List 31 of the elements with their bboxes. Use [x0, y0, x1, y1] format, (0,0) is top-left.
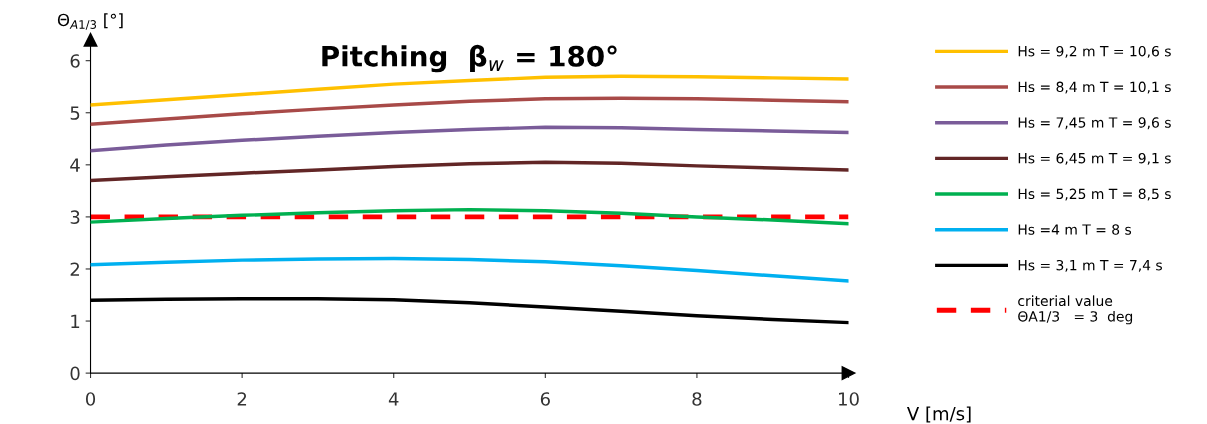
line-series [90, 207, 849, 226]
y-tick-label: 3 [70, 210, 80, 225]
y-tick-label: 5 [70, 106, 80, 120]
legend-label: Hs = 8,4 m T = 10,1 s [1018, 81, 1171, 94]
line-series [90, 160, 849, 183]
y-tick-label: 2 [70, 262, 79, 276]
legend-label: criterial value ΘA1/3 = 3 deg [1018, 295, 1133, 325]
x-axis-title: V [m/s] [906, 406, 971, 423]
y-axis-title: Θ$_{A1/3}$ [°] [57, 13, 123, 30]
x-tick-label: 2 [237, 392, 247, 406]
legend-label: Hs = 3,1 m T = 7,4 s [1018, 259, 1162, 272]
chart-title: Pitching β$_{w}$ = 180° [322, 44, 617, 73]
legend-label: Hs = 6,45 m T = 9,1 s [1018, 152, 1171, 165]
x-tick-label: 6 [540, 392, 550, 406]
line-series [90, 125, 849, 153]
y-tick-label: 4 [70, 158, 80, 172]
x-tick-label: 4 [388, 392, 399, 406]
legend-label: Hs = 7,45 m T = 9,6 s [1018, 117, 1171, 130]
x-tick-label: 0 [85, 392, 96, 406]
line-series [90, 256, 849, 283]
y-tick-label: 1 [71, 314, 80, 328]
y-tick-label: 6 [70, 54, 80, 68]
legend-label: Hs = 5,25 m T = 8,5 s [1018, 188, 1171, 201]
legend-label: Hs =4 m T = 8 s [1018, 224, 1132, 235]
line-series [90, 74, 849, 107]
x-tick-label: 10 [839, 392, 859, 406]
line-series [90, 296, 849, 325]
x-tick-label: 8 [692, 392, 702, 406]
line-series [90, 96, 849, 126]
legend-label: Hs = 9,2 m T = 10,6 s [1018, 45, 1171, 58]
y-tick-label: 0 [70, 366, 80, 381]
